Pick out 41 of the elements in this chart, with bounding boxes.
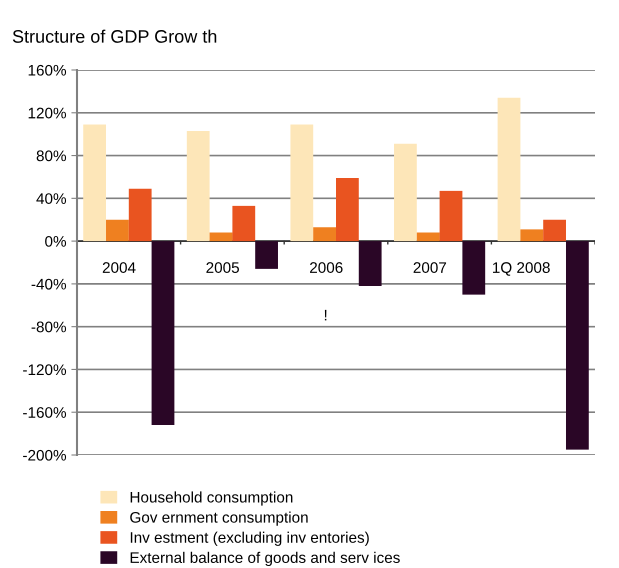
bar xyxy=(543,220,566,242)
bar xyxy=(313,227,336,242)
bar xyxy=(358,241,382,286)
bar xyxy=(210,232,232,242)
bar xyxy=(416,232,440,242)
y-tick-label: -160% xyxy=(23,407,66,418)
annotation: ! xyxy=(324,310,326,320)
bar xyxy=(520,229,544,242)
bar xyxy=(566,241,589,450)
bar xyxy=(290,124,314,242)
y-tick-label: 0% xyxy=(45,236,66,247)
bar xyxy=(152,241,174,426)
y-tick-label: -200% xyxy=(23,450,66,461)
bar xyxy=(128,188,152,242)
chart-title: Structure of GDP Grow th xyxy=(12,30,216,43)
x-tick-label: 1Q 2008 xyxy=(492,262,550,276)
legend-label: External balance of goods and serv ices xyxy=(130,552,400,566)
legend-label: Inv estment (excluding inv entories) xyxy=(130,532,369,546)
y-tick-label: 40% xyxy=(36,193,66,204)
bar xyxy=(186,130,210,242)
bar xyxy=(336,178,359,242)
x-tick-label: 2007 xyxy=(414,262,446,273)
y-tick-label: -120% xyxy=(23,364,66,376)
bar xyxy=(255,241,278,269)
x-tick-label: 2005 xyxy=(206,262,239,273)
bar xyxy=(106,220,129,242)
x-tick-label: 2004 xyxy=(102,262,136,273)
y-tick-label: 120% xyxy=(28,108,66,118)
y-tick-label: -40% xyxy=(32,278,66,290)
bar xyxy=(394,144,417,242)
bar xyxy=(440,190,462,242)
y-tick-label: 80% xyxy=(36,150,66,162)
bar xyxy=(83,124,106,242)
y-tick-label: 160% xyxy=(28,64,66,76)
x-tick-label: 2006 xyxy=(310,262,343,273)
bar xyxy=(232,206,256,242)
bar xyxy=(462,241,486,295)
legend-label: Household consumption xyxy=(130,491,292,506)
legend-label: Gov ernment consumption xyxy=(130,512,308,526)
bar xyxy=(498,98,520,242)
y-tick-label: -80% xyxy=(32,322,66,332)
